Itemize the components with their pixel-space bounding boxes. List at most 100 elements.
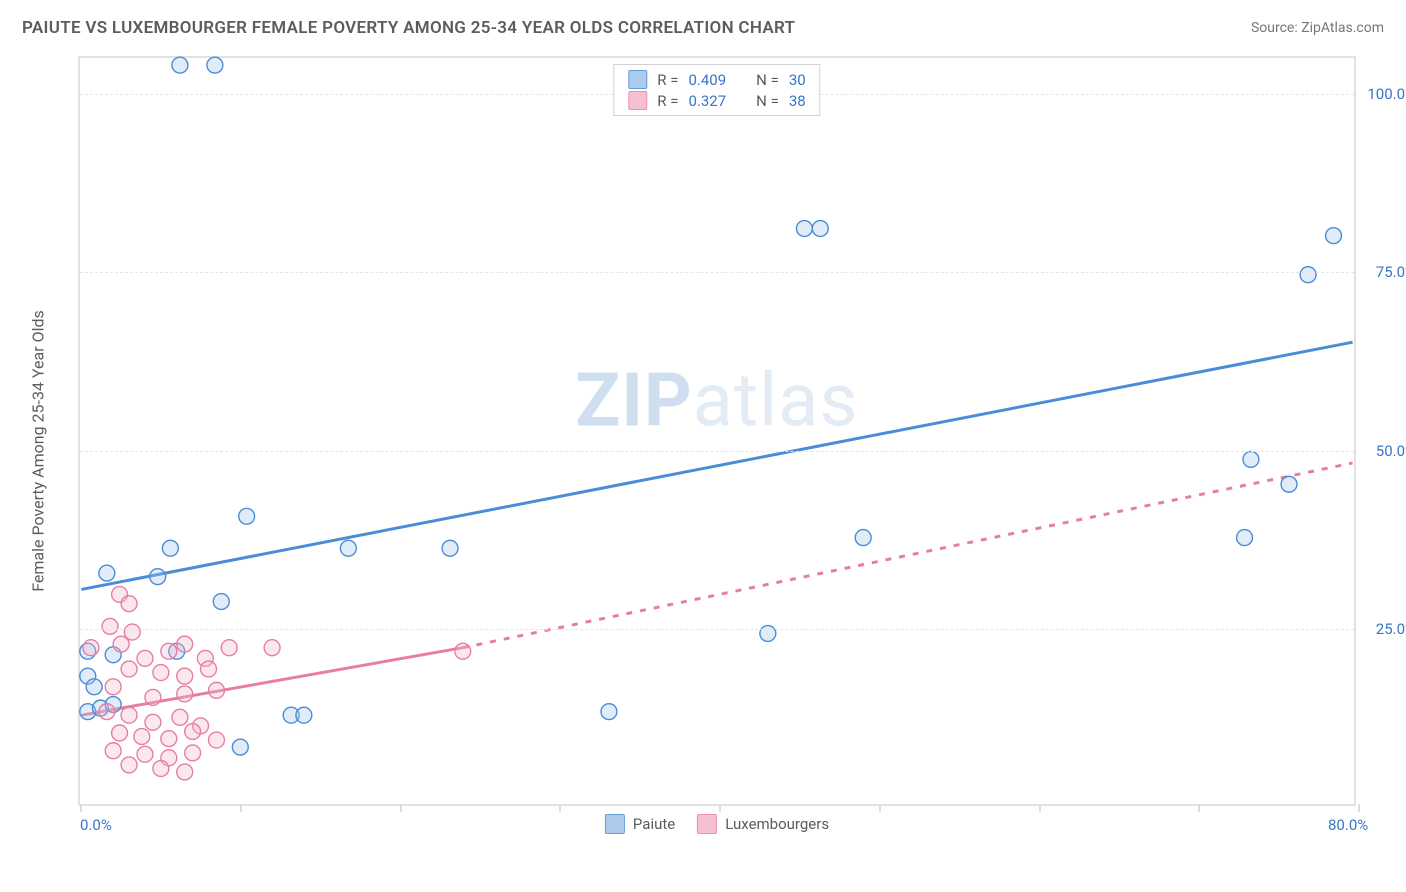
scatter-point [83,640,99,656]
scatter-point [442,540,458,556]
scatter-point [134,729,150,745]
scatter-point [1300,267,1316,283]
scatter-point [264,640,280,656]
legend-swatch [628,91,647,110]
scatter-point [121,707,137,723]
gridline-h [80,272,1354,273]
y-tick-label: 50.0% [1360,442,1406,460]
x-tick [879,804,881,812]
scatter-point [102,618,118,634]
scatter-point [177,686,193,702]
scatter-point [296,707,312,723]
stat-legend-row: R = 0.409 N = 30 [628,69,805,90]
series-legend-item: Paiute [605,814,675,834]
x-tick [719,804,721,812]
x-tick [1039,804,1041,812]
scatter-point [601,704,617,720]
scatter-point [99,565,115,581]
legend-swatch [697,814,717,834]
chart-source: Source: ZipAtlas.com [1251,20,1384,36]
scatter-point [185,745,201,761]
stat-R-label: R = [657,92,678,110]
scatter-point [855,530,871,546]
scatter-point [232,739,248,755]
scatter-point [137,746,153,762]
scatter-point [185,724,201,740]
chart-area: Female Poverty Among 25-34 Year Olds ZIP… [50,56,1380,846]
scatter-point [812,221,828,237]
scatter-point [153,665,169,681]
trend-line [81,342,1352,589]
legend-swatch [605,814,625,834]
scatter-point [760,626,776,642]
scatter-point [177,636,193,652]
scatter-point [105,743,121,759]
chart-title: PAIUTE VS LUXEMBOURGER FEMALE POVERTY AM… [22,18,795,38]
scatter-point [209,732,225,748]
scatter-point [177,668,193,684]
x-tick [400,804,402,812]
scatter-point [239,508,255,524]
series-legend: Paiute Luxembourgers [605,814,829,834]
scatter-point [145,714,161,730]
scatter-point [137,650,153,666]
scatter-point [121,757,137,773]
scatter-point [121,596,137,612]
chart-header: PAIUTE VS LUXEMBOURGER FEMALE POVERTY AM… [0,0,1406,46]
scatter-point [213,594,229,610]
scatter-point [161,643,177,659]
scatter-point [209,682,225,698]
y-tick-label: 100.0% [1360,85,1406,103]
scatter-point [1281,476,1297,492]
scatter-point [153,761,169,777]
stat-N-value: 38 [789,92,806,110]
scatter-point [112,725,128,741]
series-legend-label: Paiute [633,815,675,833]
stat-N-value: 30 [789,71,806,89]
scatter-point [221,640,237,656]
scatter-point [145,689,161,705]
x-tick [559,804,561,812]
scatter-point [207,57,223,73]
x-tick [1198,804,1200,812]
stat-N-label: N = [756,92,779,110]
y-tick-label: 75.0% [1360,263,1406,281]
scatter-point [177,764,193,780]
plot-svg [80,58,1354,804]
scatter-point [121,661,137,677]
scatter-point [86,679,102,695]
series-legend-label: Luxembourgers [725,815,829,833]
stat-R-value: 0.327 [688,92,726,110]
scatter-point [455,643,471,659]
stat-R-label: R = [657,71,678,89]
x-tick-label: 0.0% [80,816,112,834]
series-legend-item: Luxembourgers [697,814,829,834]
stat-R-value: 0.409 [688,71,726,89]
scatter-point [796,221,812,237]
scatter-point [201,661,217,677]
scatter-point [1326,228,1342,244]
scatter-point [150,569,166,585]
gridline-h [80,629,1354,630]
x-tick [80,804,82,812]
chart-plot: ZIPatlas 25.0%50.0%75.0%100.0%0.0%80.0%R… [78,56,1356,806]
stat-legend-row: R = 0.327 N = 38 [628,90,805,111]
stat-N-label: N = [756,71,779,89]
scatter-point [172,709,188,725]
scatter-point [161,731,177,747]
scatter-point [340,540,356,556]
scatter-point [1243,451,1259,467]
source-label: Source: [1251,20,1298,36]
y-tick-label: 25.0% [1360,620,1406,638]
scatter-point [99,704,115,720]
source-value: ZipAtlas.com [1301,20,1384,36]
stat-legend: R = 0.409 N = 30 R = 0.327 N = 38 [613,64,820,116]
scatter-point [1237,530,1253,546]
y-axis-title: Female Poverty Among 25-34 Year Olds [29,310,48,592]
legend-swatch [628,70,647,89]
x-tick [1358,804,1360,812]
scatter-point [105,679,121,695]
x-tick [240,804,242,812]
gridline-h [80,451,1354,452]
scatter-point [113,636,129,652]
